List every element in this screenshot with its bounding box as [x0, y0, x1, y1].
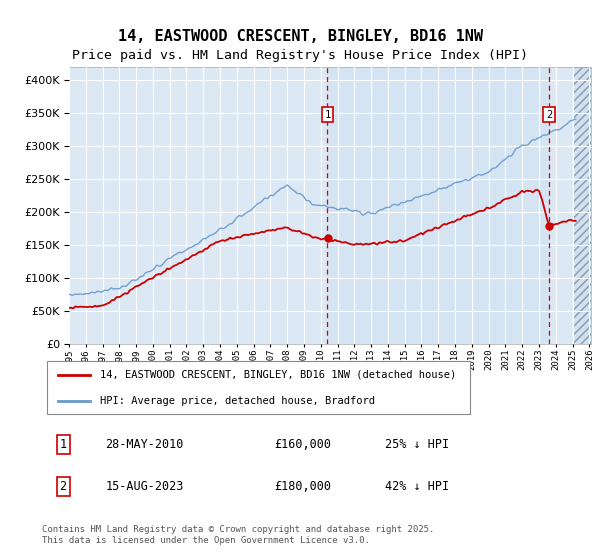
Bar [328, 67, 549, 344]
Text: £160,000: £160,000 [274, 438, 331, 451]
Text: 25% ↓ HPI: 25% ↓ HPI [385, 438, 449, 451]
Text: 14, EASTWOOD CRESCENT, BINGLEY, BD16 1NW (detached house): 14, EASTWOOD CRESCENT, BINGLEY, BD16 1NW… [100, 370, 457, 380]
Text: Contains HM Land Registry data © Crown copyright and database right 2025.
This d: Contains HM Land Registry data © Crown c… [42, 525, 434, 545]
FancyBboxPatch shape [47, 361, 470, 414]
Text: 1: 1 [59, 438, 67, 451]
Text: Price paid vs. HM Land Registry's House Price Index (HPI): Price paid vs. HM Land Registry's House … [72, 49, 528, 63]
Text: £180,000: £180,000 [274, 480, 331, 493]
Text: 1: 1 [325, 110, 331, 120]
Text: 42% ↓ HPI: 42% ↓ HPI [385, 480, 449, 493]
Text: 15-AUG-2023: 15-AUG-2023 [106, 480, 184, 493]
Text: HPI: Average price, detached house, Bradford: HPI: Average price, detached house, Brad… [100, 396, 375, 406]
Bar [572, 67, 593, 344]
Text: 28-MAY-2010: 28-MAY-2010 [106, 438, 184, 451]
Text: 2: 2 [546, 110, 552, 120]
Text: 14, EASTWOOD CRESCENT, BINGLEY, BD16 1NW: 14, EASTWOOD CRESCENT, BINGLEY, BD16 1NW [118, 29, 482, 44]
Text: 2: 2 [59, 480, 67, 493]
